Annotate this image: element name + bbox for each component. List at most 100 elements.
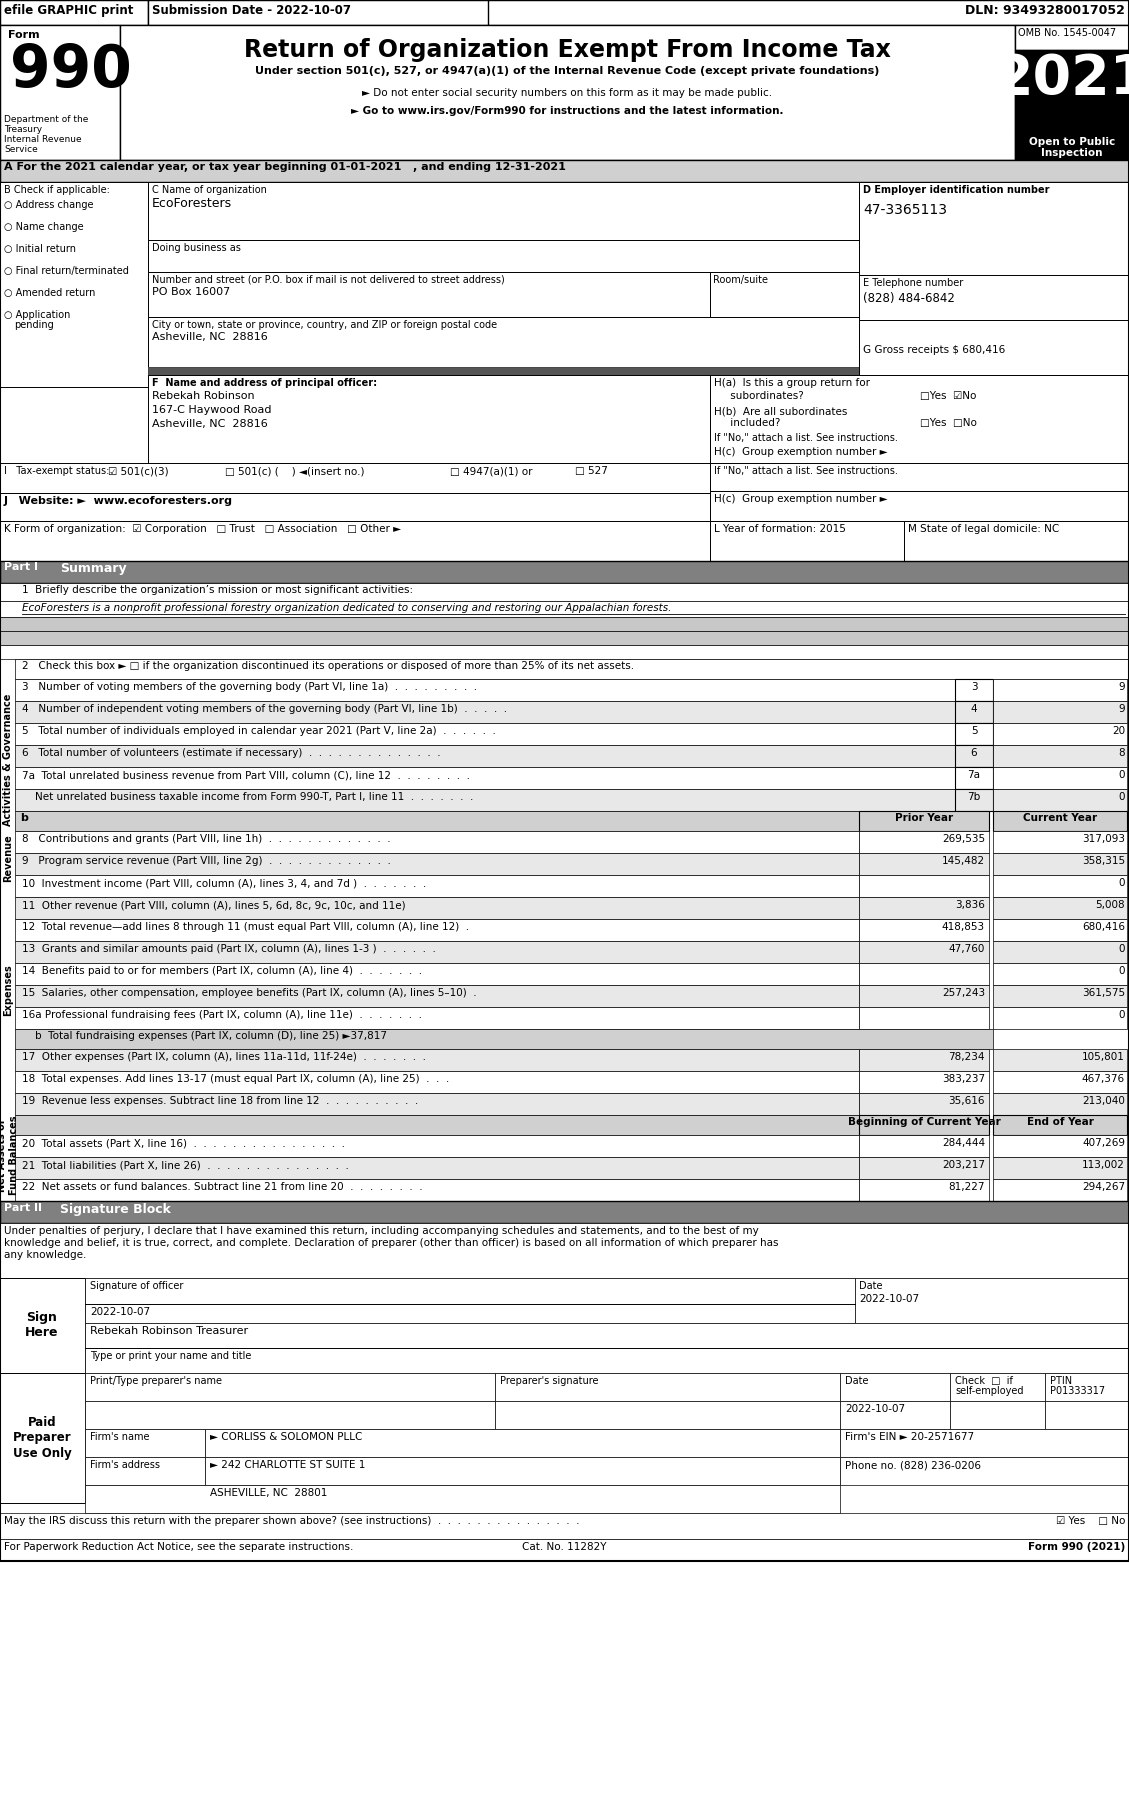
Text: Service: Service — [5, 145, 37, 154]
Text: PO Box 16007: PO Box 16007 — [152, 287, 230, 297]
Text: M State of legal domicile: NC: M State of legal domicile: NC — [908, 524, 1059, 533]
Text: knowledge and belief, it is true, correct, and complete. Declaration of preparer: knowledge and belief, it is true, correc… — [5, 1237, 779, 1248]
Bar — [15, 811, 859, 831]
Text: efile GRAPHIC print: efile GRAPHIC print — [5, 4, 133, 16]
Text: 12  Total revenue—add lines 8 through 11 (must equal Part VIII, column (A), line: 12 Total revenue—add lines 8 through 11 … — [21, 922, 470, 932]
Bar — [994, 1094, 1127, 1116]
Text: If "No," attach a list. See instructions.: If "No," attach a list. See instructions… — [714, 434, 898, 443]
Bar — [855, 1279, 1129, 1322]
Text: H(b)  Are all subordinates: H(b) Are all subordinates — [714, 406, 848, 415]
Text: 78,234: 78,234 — [948, 1052, 984, 1061]
Text: 35,616: 35,616 — [948, 1096, 984, 1107]
Text: 16a Professional fundraising fees (Part IX, column (A), line 11e)  .  .  .  .  .: 16a Professional fundraising fees (Part … — [21, 1010, 422, 1019]
Bar — [994, 985, 1127, 1007]
Bar — [994, 1048, 1127, 1070]
Text: 7a: 7a — [968, 769, 980, 780]
Bar — [994, 746, 1127, 767]
Text: Summary: Summary — [60, 562, 126, 575]
Text: b  Total fundraising expenses (Part IX, column (D), line 25) ►37,817: b Total fundraising expenses (Part IX, c… — [21, 1030, 387, 1041]
Text: Form: Form — [8, 31, 40, 40]
Bar — [859, 1157, 989, 1179]
Bar — [994, 1007, 1127, 1029]
Bar — [859, 985, 989, 1007]
Text: any knowledge.: any knowledge. — [5, 1250, 87, 1261]
Bar — [859, 853, 989, 874]
Bar — [994, 1136, 1127, 1157]
Text: 294,267: 294,267 — [1082, 1183, 1124, 1192]
Text: 418,853: 418,853 — [942, 922, 984, 932]
Text: Treasury: Treasury — [5, 125, 42, 134]
Bar — [994, 1179, 1127, 1201]
Bar — [955, 724, 994, 746]
Text: ► Go to www.irs.gov/Form990 for instructions and the latest information.: ► Go to www.irs.gov/Form990 for instruct… — [351, 105, 784, 116]
Bar — [0, 493, 710, 521]
Text: Asheville, NC  28816: Asheville, NC 28816 — [152, 332, 268, 343]
Bar — [1015, 134, 1129, 160]
Text: ► 242 CHARLOTTE ST SUITE 1: ► 242 CHARLOTTE ST SUITE 1 — [210, 1460, 366, 1469]
Bar — [710, 521, 904, 561]
Text: □Yes  ☑No: □Yes ☑No — [920, 392, 977, 401]
Text: 0: 0 — [1119, 793, 1124, 802]
Bar — [0, 521, 710, 561]
Bar — [85, 1486, 840, 1513]
Text: 9: 9 — [1119, 704, 1124, 715]
Bar — [495, 1400, 840, 1429]
Text: Signature Block: Signature Block — [60, 1203, 170, 1215]
Text: 167-C Haywood Road: 167-C Haywood Road — [152, 405, 271, 415]
Bar — [0, 646, 1129, 658]
Bar — [0, 600, 1129, 617]
Text: 3: 3 — [971, 682, 978, 691]
Text: Part II: Part II — [5, 1203, 42, 1214]
Text: PTIN: PTIN — [1050, 1377, 1073, 1386]
Bar — [710, 375, 1129, 463]
Text: H(c)  Group exemption number ►: H(c) Group exemption number ► — [714, 493, 887, 504]
Bar — [994, 1116, 1127, 1136]
Text: May the IRS discuss this return with the preparer shown above? (see instructions: May the IRS discuss this return with the… — [5, 1517, 579, 1526]
Text: Prior Year: Prior Year — [895, 813, 953, 824]
Text: EcoForesters is a nonprofit professional forestry organization dedicated to cons: EcoForesters is a nonprofit professional… — [21, 602, 672, 613]
Bar — [15, 789, 955, 811]
Bar — [148, 239, 859, 272]
Bar — [148, 366, 859, 375]
Text: H(a)  Is this a group return for: H(a) Is this a group return for — [714, 377, 870, 388]
Text: Phone no. (828) 236-0206: Phone no. (828) 236-0206 — [844, 1460, 981, 1469]
Bar — [15, 1157, 859, 1179]
Text: Firm's address: Firm's address — [90, 1460, 160, 1469]
Bar — [15, 746, 955, 767]
Text: ○ Amended return: ○ Amended return — [5, 288, 95, 297]
Text: 0: 0 — [1119, 1010, 1124, 1019]
Text: 383,237: 383,237 — [942, 1074, 984, 1085]
Text: For Paperwork Reduction Act Notice, see the separate instructions.: For Paperwork Reduction Act Notice, see … — [5, 1542, 353, 1553]
Text: pending: pending — [14, 319, 54, 330]
Text: Date: Date — [859, 1281, 883, 1292]
Bar — [15, 1070, 859, 1094]
Bar — [994, 700, 1127, 724]
Text: B Check if applicable:: B Check if applicable: — [5, 185, 110, 194]
Bar — [0, 0, 1129, 25]
Text: included?: included? — [714, 417, 780, 428]
Bar — [15, 1136, 859, 1157]
Text: Type or print your name and title: Type or print your name and title — [90, 1351, 252, 1360]
Bar — [15, 700, 955, 724]
Bar — [955, 700, 994, 724]
Text: 15  Salaries, other compensation, employee benefits (Part IX, column (A), lines : 15 Salaries, other compensation, employe… — [21, 989, 476, 998]
Text: ○ Final return/terminated: ○ Final return/terminated — [5, 267, 129, 276]
Bar — [0, 0, 148, 25]
Text: 0: 0 — [1119, 878, 1124, 889]
Text: Net unrelated business taxable income from Form 990-T, Part I, line 11  .  .  . : Net unrelated business taxable income fr… — [21, 793, 473, 802]
Text: A For the 2021 calendar year, or tax year beginning 01-01-2021   , and ending 12: A For the 2021 calendar year, or tax yea… — [5, 161, 566, 172]
Text: Check  □  if: Check □ if — [955, 1377, 1013, 1386]
Bar — [840, 1457, 1129, 1486]
Text: 2022-10-07: 2022-10-07 — [90, 1308, 150, 1317]
Bar — [85, 1457, 205, 1486]
Text: 2021: 2021 — [995, 53, 1129, 105]
Bar — [710, 272, 859, 317]
Text: Return of Organization Exempt From Income Tax: Return of Organization Exempt From Incom… — [244, 38, 891, 62]
Text: ○ Address change: ○ Address change — [5, 200, 94, 210]
Bar — [994, 963, 1127, 985]
Bar — [859, 831, 989, 853]
Text: 47,760: 47,760 — [948, 943, 984, 954]
Bar — [949, 1373, 1045, 1400]
Text: J   Website: ►  www.ecoforesters.org: J Website: ► www.ecoforesters.org — [5, 495, 233, 506]
Bar — [994, 920, 1127, 941]
